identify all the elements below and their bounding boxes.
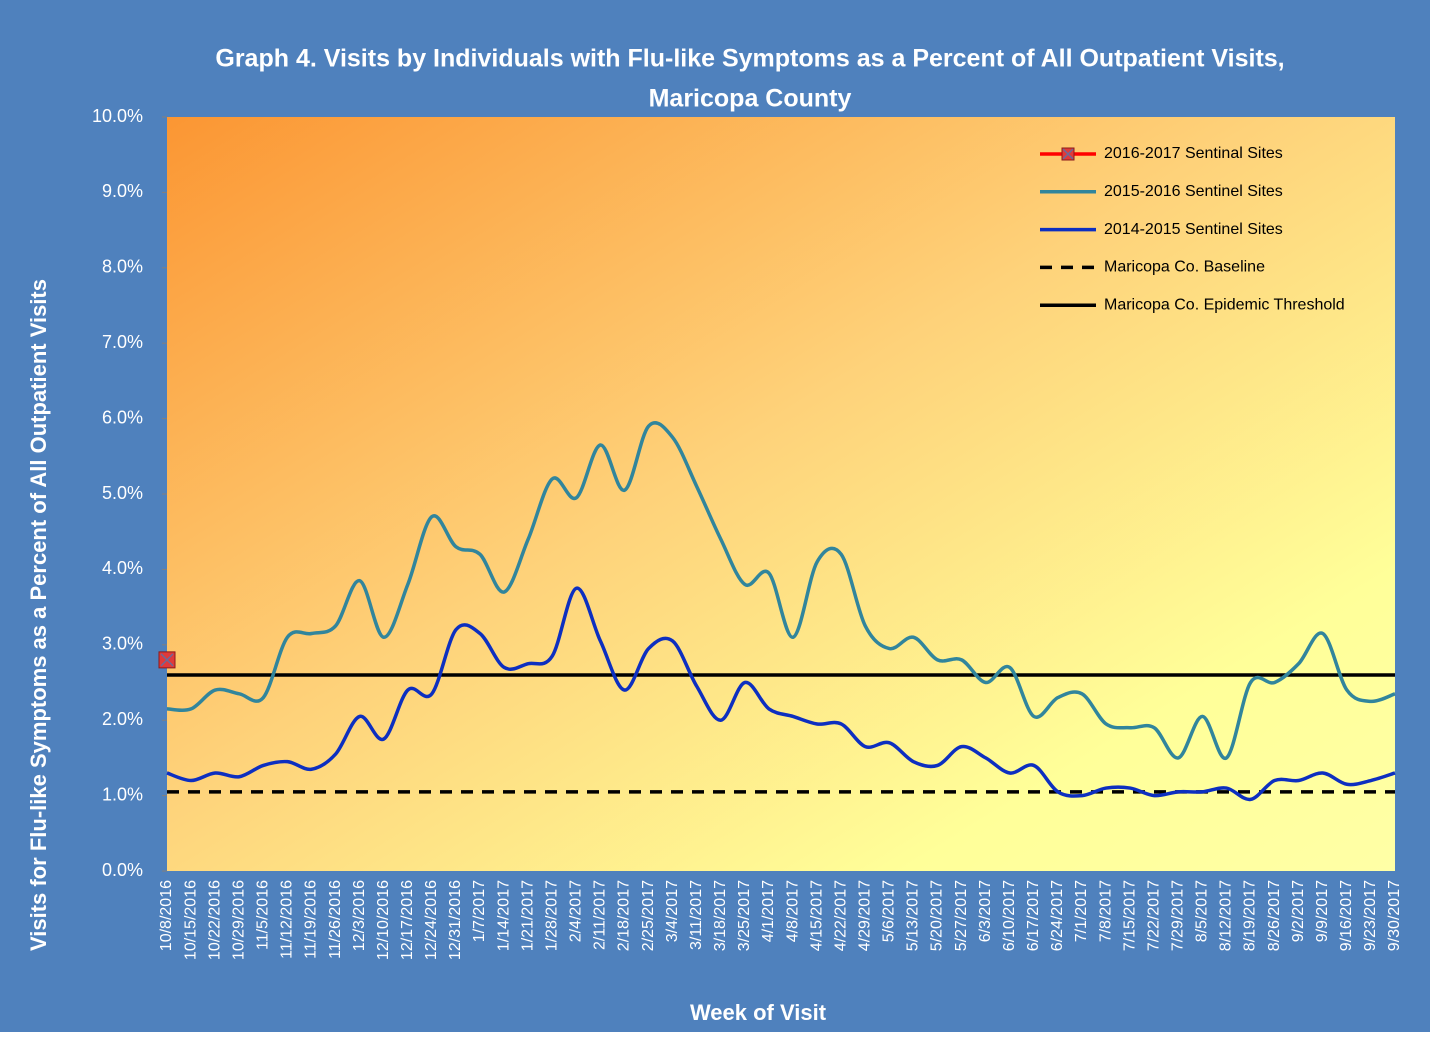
x-tick-label: 11/12/2016 xyxy=(279,880,296,959)
y-tick-label: 10.0% xyxy=(92,106,143,126)
x-tick-label: 5/6/2017 xyxy=(881,880,898,942)
series-line xyxy=(166,421,1396,760)
x-tick-label: 6/3/2017 xyxy=(977,880,994,942)
legend-marker-cross xyxy=(1062,148,1074,160)
y-tick-label: 8.0% xyxy=(102,257,143,277)
x-tick-label: 3/4/2017 xyxy=(664,880,681,942)
x-tick-label: 5/27/2017 xyxy=(953,880,970,951)
x-tick-label: 9/2/2017 xyxy=(1290,880,1307,942)
y-tick-label: 3.0% xyxy=(102,634,143,654)
x-tick-label: 12/10/2016 xyxy=(375,880,392,960)
legend-label: Maricopa Co. Epidemic Threshold xyxy=(1104,296,1345,313)
chart-title: Graph 4. Visits by Individuals with Flu-… xyxy=(215,45,1284,73)
x-tick-label: 12/24/2016 xyxy=(423,880,440,960)
x-tick-label: 10/8/2016 xyxy=(158,880,175,951)
x-tick-label: 4/15/2017 xyxy=(808,880,825,951)
x-tick-label: 3/25/2017 xyxy=(736,880,753,951)
x-tick-label: 2/11/2017 xyxy=(592,880,609,950)
x-tick-label: 3/11/2017 xyxy=(688,880,705,950)
x-tick-label: 4/1/2017 xyxy=(760,880,777,942)
x-tick-label: 12/3/2016 xyxy=(351,880,368,951)
x-tick-label: 3/18/2017 xyxy=(712,880,729,951)
x-tick-label: 1/28/2017 xyxy=(543,880,560,951)
series-line xyxy=(166,586,1396,802)
x-tick-label: 1/14/2017 xyxy=(495,880,512,951)
x-tick-label: 11/26/2016 xyxy=(327,880,344,959)
x-tick-label: 8/5/2017 xyxy=(1194,880,1211,942)
y-tick-label: 5.0% xyxy=(102,483,143,503)
x-tick-label: 6/10/2017 xyxy=(1001,880,1018,951)
x-tick-label: 9/23/2017 xyxy=(1362,880,1379,951)
legend-label: 2014-2015 Sentinel Sites xyxy=(1104,221,1283,238)
x-tick-label: 7/29/2017 xyxy=(1170,880,1187,951)
legend-label: 2016-2017 Sentinal Sites xyxy=(1104,145,1283,162)
x-tick-label: 1/7/2017 xyxy=(471,880,488,942)
x-tick-label: 4/29/2017 xyxy=(856,880,873,951)
x-axis-label: Week of Visit xyxy=(690,1000,827,1025)
y-tick-label: 7.0% xyxy=(102,332,143,352)
x-tick-label: 9/9/2017 xyxy=(1314,880,1331,942)
x-tick-label: 7/15/2017 xyxy=(1121,880,1138,951)
x-tick-label: 8/12/2017 xyxy=(1218,880,1235,951)
x-tick-label: 6/17/2017 xyxy=(1025,880,1042,951)
legend-label: Maricopa Co. Baseline xyxy=(1104,259,1265,276)
y-tick-label: 6.0% xyxy=(102,407,143,427)
y-tick-label: 4.0% xyxy=(102,558,143,578)
x-tick-label: 12/31/2016 xyxy=(447,880,464,960)
x-tick-label: 5/13/2017 xyxy=(905,880,922,951)
x-tick-label: 2/4/2017 xyxy=(568,880,585,942)
x-tick-label: 9/16/2017 xyxy=(1338,880,1355,951)
x-tick-label: 11/19/2016 xyxy=(303,880,320,959)
x-tick-label: 8/26/2017 xyxy=(1266,880,1283,951)
x-tick-label: 10/29/2016 xyxy=(230,880,247,960)
x-tick-label: 7/8/2017 xyxy=(1097,880,1114,942)
x-tick-label: 10/15/2016 xyxy=(182,880,199,960)
x-tick-label: 12/17/2016 xyxy=(399,880,416,960)
y-tick-label: 2.0% xyxy=(102,709,143,729)
x-tick-label: 7/1/2017 xyxy=(1073,880,1090,942)
x-tick-label: 9/30/2017 xyxy=(1386,880,1403,951)
x-tick-label: 7/22/2017 xyxy=(1145,880,1162,951)
chart-title: Maricopa County xyxy=(649,85,852,113)
marker-cross xyxy=(160,653,174,667)
x-tick-label: 11/5/2016 xyxy=(255,880,272,950)
x-tick-label: 10/22/2016 xyxy=(206,880,223,960)
x-tick-label: 1/21/2017 xyxy=(519,880,536,951)
x-tick-label: 2/25/2017 xyxy=(640,880,657,951)
x-tick-label: 2/18/2017 xyxy=(616,880,633,951)
y-tick-label: 9.0% xyxy=(102,181,143,201)
x-tick-label: 4/8/2017 xyxy=(784,880,801,942)
x-tick-label: 8/19/2017 xyxy=(1242,880,1259,951)
x-tick-label: 4/22/2017 xyxy=(832,880,849,951)
y-tick-label: 0.0% xyxy=(102,860,143,880)
y-axis-label: Visits for Flu-like Symptoms as a Percen… xyxy=(26,279,51,951)
x-tick-label: 6/24/2017 xyxy=(1049,880,1066,951)
x-tick-label: 5/20/2017 xyxy=(929,880,946,951)
legend-label: 2015-2016 Sentinel Sites xyxy=(1104,183,1283,200)
plot-area xyxy=(167,117,1395,871)
y-tick-label: 1.0% xyxy=(102,784,143,804)
